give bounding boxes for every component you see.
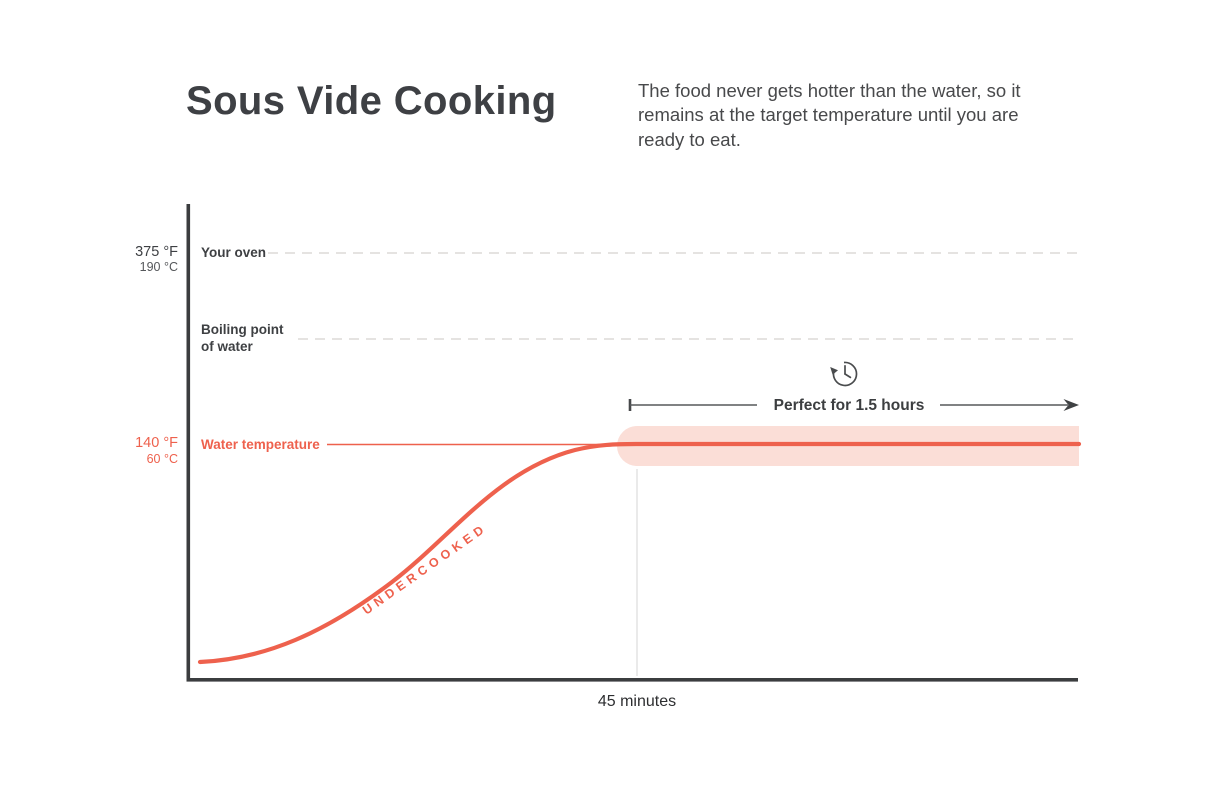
timer-clock-icon — [830, 361, 858, 387]
x-axis-tick-label: 45 minutes — [597, 693, 677, 710]
water-line-label: Water temperature — [201, 437, 320, 452]
page-subtitle: The food never gets hotter than the wate… — [638, 80, 1021, 150]
y-label-140f: 140 °F — [135, 435, 178, 451]
range-arrowhead-icon — [1063, 399, 1079, 411]
oven-line-label: Your oven — [201, 245, 267, 260]
y-label-60c: 60 °C — [146, 452, 178, 466]
x-axis — [186, 678, 1078, 682]
perfect-range-label: Perfect for 1.5 hours — [773, 397, 925, 414]
page-title: Sous Vide Cooking — [186, 79, 557, 123]
food-temperature-curve — [197, 441, 1082, 665]
y-axis — [186, 204, 191, 681]
y-label-190c: 190 °C — [139, 260, 178, 274]
boiling-line-label: Boiling point of water — [201, 322, 284, 354]
y-label-375f: 375 °F — [135, 244, 178, 260]
